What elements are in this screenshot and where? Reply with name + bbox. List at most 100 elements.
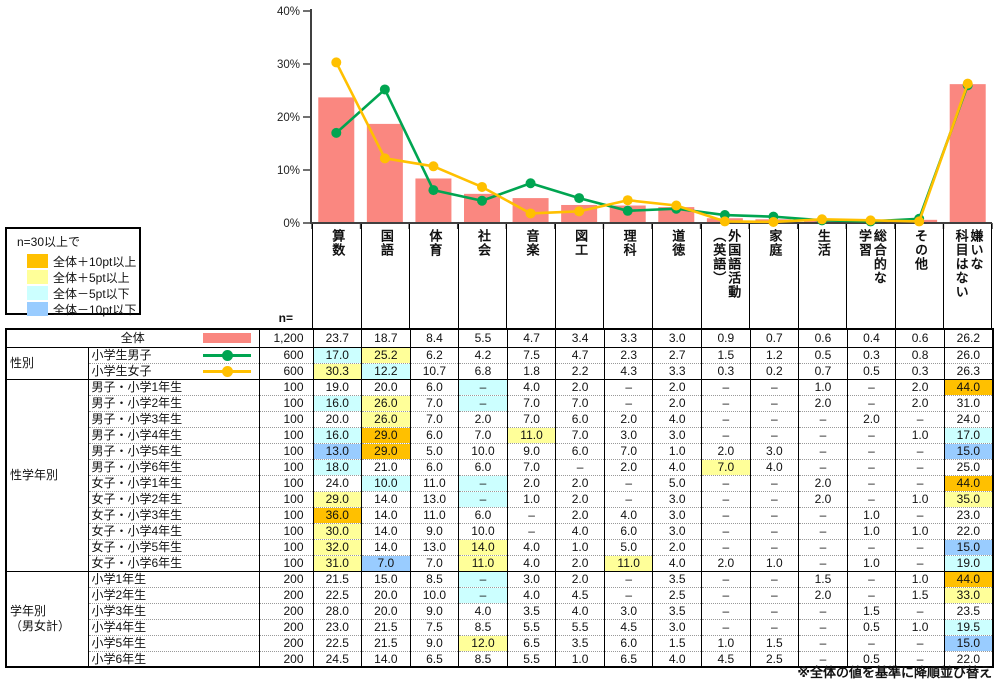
value-cell: 8.5 bbox=[458, 618, 508, 635]
row-label-total: 全体 bbox=[5, 328, 259, 347]
category-label: 体育 bbox=[427, 229, 443, 257]
value-cell: – bbox=[798, 442, 848, 459]
n-cell: 100 bbox=[258, 506, 313, 523]
value-cell: 1.0 bbox=[701, 634, 751, 651]
value-cell: 2.0 bbox=[555, 474, 605, 491]
value-cell: 26.3 bbox=[943, 362, 993, 379]
data-point bbox=[622, 195, 633, 206]
category-cell: その他 bbox=[894, 224, 944, 328]
value-cell: 0.8 bbox=[895, 346, 945, 363]
value-cell: – bbox=[458, 378, 508, 395]
value-cell: 21.0 bbox=[361, 458, 411, 475]
n-cell: 200 bbox=[258, 570, 313, 587]
y-tick-label: 30% bbox=[277, 59, 300, 71]
group-label: 性別 bbox=[5, 346, 88, 379]
value-cell: 1.0 bbox=[895, 522, 945, 539]
group-label: 性学年別 bbox=[5, 378, 88, 571]
value-cell: 29.0 bbox=[361, 426, 411, 443]
value-cell: 1.5 bbox=[749, 634, 799, 651]
value-cell: – bbox=[701, 506, 751, 523]
value-cell: 2.0 bbox=[895, 394, 945, 411]
value-cell: 13.0 bbox=[409, 490, 459, 507]
value-cell: 4.0 bbox=[555, 602, 605, 619]
value-cell: 2.0 bbox=[555, 490, 605, 507]
value-cell: 15.0 bbox=[361, 570, 411, 587]
value-cell: 4.0 bbox=[506, 586, 556, 603]
value-cell: 3.0 bbox=[749, 442, 799, 459]
row-label: 小学生女子 bbox=[87, 362, 259, 379]
row-label: 男子・小学5年生 bbox=[87, 442, 259, 459]
value-cell: 19.0 bbox=[312, 378, 362, 395]
value-cell: 44.0 bbox=[943, 474, 993, 491]
value-cell: 26.0 bbox=[361, 410, 411, 427]
row-label: 男子・小学1年生 bbox=[87, 378, 259, 395]
value-cell: 21.5 bbox=[361, 634, 411, 651]
value-cell: 5.0 bbox=[409, 442, 459, 459]
value-cell: – bbox=[798, 458, 848, 475]
category-cell: 算数 bbox=[312, 224, 361, 328]
legend-swatch-plus10pt bbox=[27, 254, 48, 268]
value-cell: 7.0 bbox=[506, 394, 556, 411]
value-cell: 18.0 bbox=[312, 458, 362, 475]
value-cell: 1.5 bbox=[652, 634, 702, 651]
table-row: 小学生女子 600 30.3 12.2 10.7 6.8 1.8 2.2 4.3 3.3 0.3 0.… bbox=[6, 362, 993, 379]
value-cell: 0.9 bbox=[701, 328, 751, 347]
category-cell: 社会 bbox=[457, 224, 507, 328]
value-cell: 20.0 bbox=[361, 602, 411, 619]
value-cell: 8.5 bbox=[409, 570, 459, 587]
value-cell: – bbox=[749, 426, 799, 443]
value-cell: – bbox=[701, 378, 751, 395]
value-cell: 1.0 bbox=[895, 570, 945, 587]
legend-item-label: 全体＋10pt以上 bbox=[53, 254, 137, 269]
table-row: 小学3年生 200 28.0 20.0 9.0 4.0 3.5 4.0 3.0 3.5– – –1.5… bbox=[6, 602, 993, 619]
value-cell: 21.5 bbox=[361, 618, 411, 635]
value-cell: 1.0 bbox=[846, 554, 896, 571]
value-cell: 22.5 bbox=[312, 634, 362, 651]
table-row: 男子・小学4年生 100 16.0 29.0 6.0 7.0 11.0 7.0 3.0 3.0– –… bbox=[6, 426, 993, 443]
value-cell: 8.5 bbox=[458, 650, 508, 667]
value-cell: 24.5 bbox=[312, 650, 362, 667]
value-cell: – bbox=[458, 586, 508, 603]
value-cell: – bbox=[603, 570, 653, 587]
value-cell: – bbox=[749, 586, 799, 603]
value-cell: 0.2 bbox=[749, 362, 799, 379]
value-cell: – bbox=[749, 602, 799, 619]
value-cell: 26.2 bbox=[943, 328, 993, 347]
legend-swatch-minus5pt bbox=[27, 286, 48, 300]
value-cell: – bbox=[798, 426, 848, 443]
value-cell: 8.4 bbox=[409, 328, 459, 347]
row-label: 女子・小学4年生 bbox=[87, 522, 259, 539]
value-cell: 4.0 bbox=[652, 650, 702, 667]
value-cell: 7.0 bbox=[701, 458, 751, 475]
value-cell: 4.3 bbox=[603, 362, 653, 379]
value-cell: – bbox=[701, 490, 751, 507]
value-cell: – bbox=[701, 602, 751, 619]
table-row: 女子・小学5年生 100 32.0 14.0 13.0 14.0 4.0 1.0 5.0 2.0–… bbox=[6, 538, 993, 555]
value-cell: 1.5 bbox=[895, 586, 945, 603]
value-cell: – bbox=[846, 458, 896, 475]
category-cell: 外国語活動 （英語） bbox=[700, 224, 750, 328]
group-label: 学年別 （男女計） bbox=[5, 570, 88, 667]
value-cell: – bbox=[895, 538, 945, 555]
value-cell: – bbox=[798, 634, 848, 651]
row-label: 小学6年生 bbox=[87, 650, 259, 667]
table-row: 女子・小学6年生 100 31.0 7.0 7.0 11.0 4.0 2.0 11.0 4.0 2.… bbox=[6, 554, 993, 571]
value-cell: 3.0 bbox=[652, 426, 702, 443]
value-cell: 2.0 bbox=[895, 378, 945, 395]
data-table: 全体 1,200 23.7 18.7 8.4 5.5 4.7 3.4 3.3 3.0 0.9 0.7 0… bbox=[5, 328, 994, 668]
row-label: 小学5年生 bbox=[87, 634, 259, 651]
value-cell: 7.0 bbox=[409, 394, 459, 411]
value-cell: – bbox=[846, 586, 896, 603]
data-point bbox=[817, 214, 827, 225]
value-cell: – bbox=[603, 394, 653, 411]
value-cell: – bbox=[701, 618, 751, 635]
value-cell: 0.5 bbox=[846, 618, 896, 635]
value-cell: 2.0 bbox=[798, 490, 848, 507]
n-cell: 200 bbox=[258, 602, 313, 619]
data-point bbox=[914, 216, 925, 227]
value-cell: 17.0 bbox=[943, 426, 993, 443]
value-cell: 7.0 bbox=[506, 410, 556, 427]
value-cell: – bbox=[895, 650, 945, 667]
value-cell: 10.0 bbox=[458, 522, 508, 539]
row-label: 小学生男子 bbox=[87, 346, 259, 363]
